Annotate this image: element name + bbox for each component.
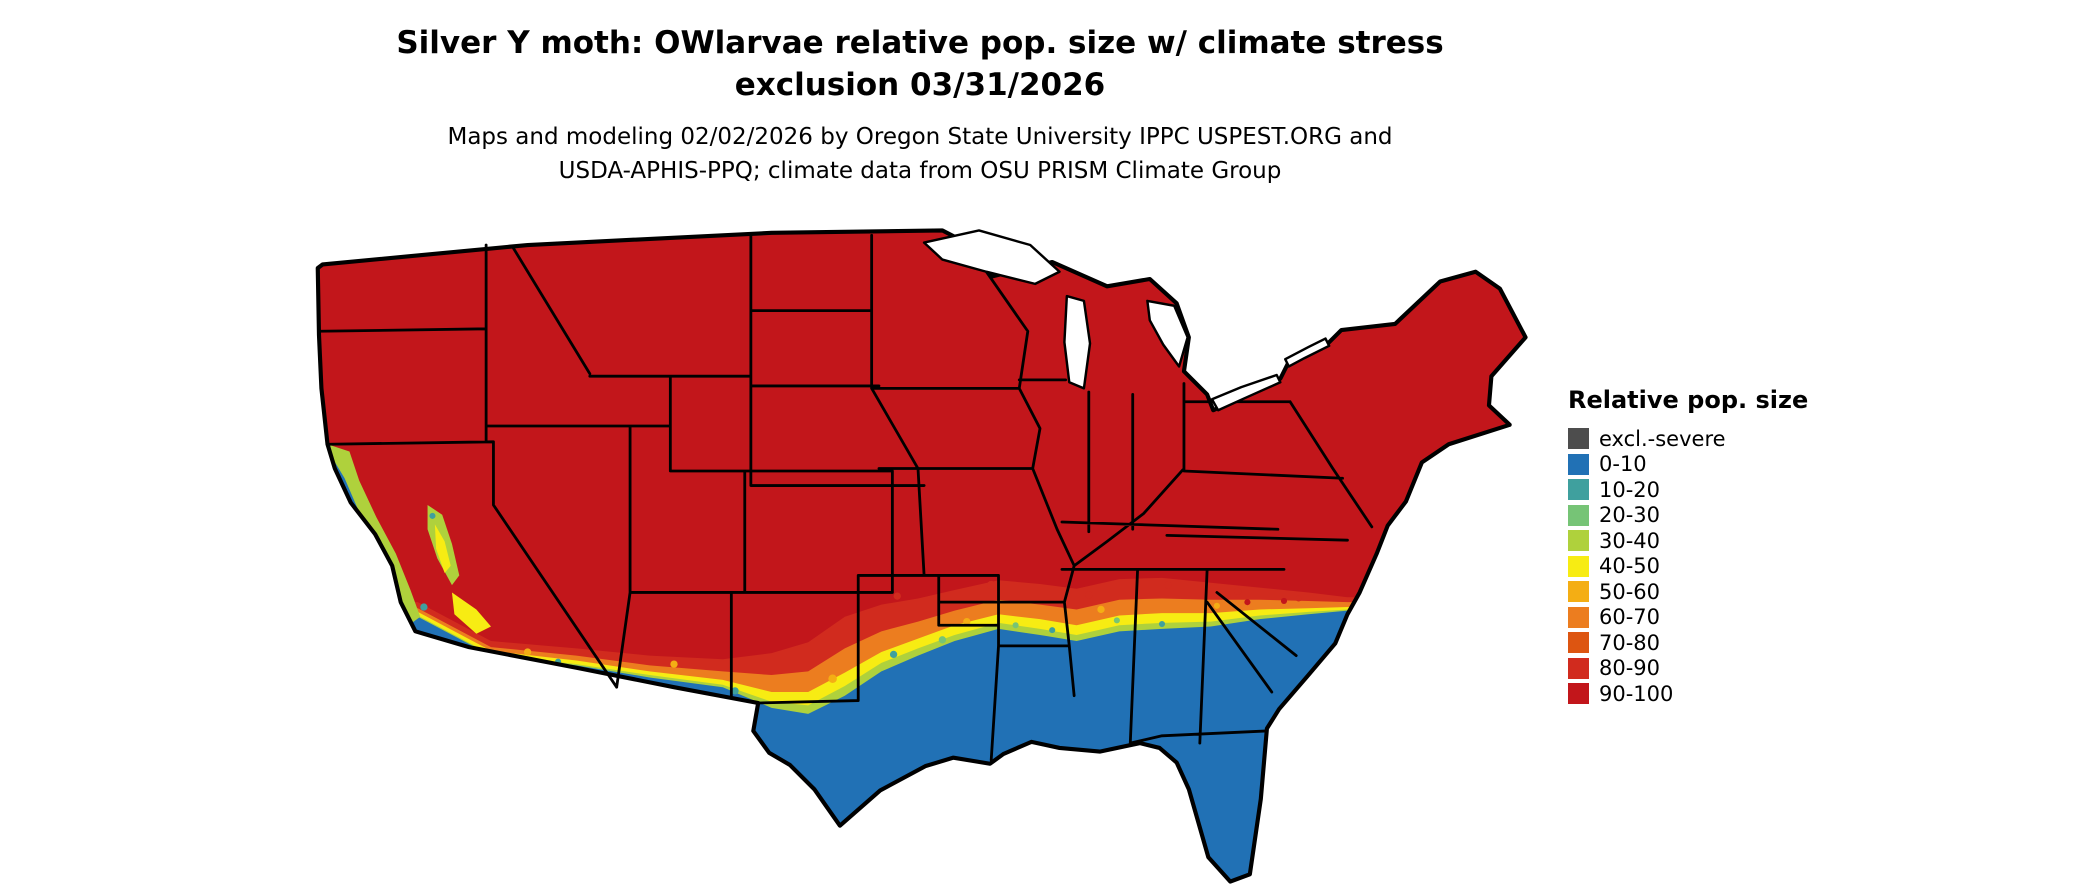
legend-item-label: 70-80 — [1599, 630, 1661, 655]
lake-ontario — [1284, 337, 1331, 368]
legend-title: Relative pop. size — [1568, 386, 1809, 414]
legend-swatch — [1568, 581, 1589, 603]
socal-yellow — [451, 592, 491, 634]
legend-swatch — [1568, 479, 1589, 501]
band-speckles — [420, 512, 1302, 695]
legend-item: 60-70 — [1568, 605, 1808, 631]
lake-superior — [922, 229, 1061, 286]
map-subtitle-line1: Maps and modeling 02/02/2026 by Oregon S… — [447, 124, 1393, 150]
ca-valley-yellow — [434, 524, 451, 574]
legend-item-label: 40-50 — [1599, 554, 1661, 579]
legend-item-label: excl.-severe — [1599, 426, 1726, 451]
us-map-svg — [315, 228, 1528, 884]
legend-swatch — [1568, 555, 1589, 577]
map-subtitle-line2: USDA-APHIS-PPQ; climate data from OSU PR… — [558, 158, 1282, 184]
legend-swatch — [1568, 453, 1589, 475]
legend-item: 80-90 — [1568, 656, 1808, 682]
legend-item: 20-30 — [1568, 503, 1808, 529]
legend-swatch — [1568, 428, 1589, 450]
map-title: Silver Y moth: OWlarvae relative pop. si… — [0, 22, 1840, 106]
legend-swatch — [1568, 504, 1589, 526]
legend-item: 90-100 — [1568, 681, 1808, 707]
legend-item-label: 90-100 — [1599, 681, 1674, 706]
legend-item: 70-80 — [1568, 630, 1808, 656]
legend-swatch — [1568, 632, 1589, 654]
legend-item: 10-20 — [1568, 477, 1808, 503]
legend-item-label: 80-90 — [1599, 656, 1661, 681]
us-outline — [315, 228, 1528, 884]
legend-swatch — [1568, 606, 1589, 628]
legend-item: 30-40 — [1568, 528, 1808, 554]
zone-90-100 — [317, 230, 1526, 882]
us-map — [308, 228, 1528, 884]
legend: Relative pop. size excl.-severe 0-10 10-20… — [1568, 386, 1808, 707]
lake-michigan — [1063, 294, 1092, 390]
legend-item: excl.-severe — [1568, 426, 1808, 452]
map-fill-layers — [317, 230, 1526, 882]
legend-item: 40-50 — [1568, 554, 1808, 580]
map-title-line1: Silver Y moth: OWlarvae relative pop. si… — [396, 25, 1444, 61]
map-subtitle: Maps and modeling 02/02/2026 by Oregon S… — [0, 120, 1840, 188]
legend-items: excl.-severe 0-10 10-20 20-30 30-40 40-50 50-6… — [1568, 426, 1808, 707]
legend-item-label: 30-40 — [1599, 528, 1661, 553]
legend-item-label: 20-30 — [1599, 503, 1661, 528]
legend-item-label: 10-20 — [1599, 477, 1661, 502]
legend-item: 0-10 — [1568, 452, 1808, 478]
legend-swatch — [1568, 530, 1589, 552]
lake-erie — [1210, 373, 1282, 412]
legend-item-label: 60-70 — [1599, 605, 1661, 630]
lake-huron — [1146, 299, 1189, 368]
legend-swatch — [1568, 657, 1589, 679]
map-title-line2: exclusion 03/31/2026 — [734, 67, 1106, 103]
legend-swatch — [1568, 683, 1589, 705]
legend-item-label: 50-60 — [1599, 579, 1661, 604]
legend-item: 50-60 — [1568, 579, 1808, 605]
state-boundaries — [317, 233, 1374, 762]
legend-item-label: 0-10 — [1599, 452, 1647, 477]
great-lakes — [922, 229, 1331, 412]
